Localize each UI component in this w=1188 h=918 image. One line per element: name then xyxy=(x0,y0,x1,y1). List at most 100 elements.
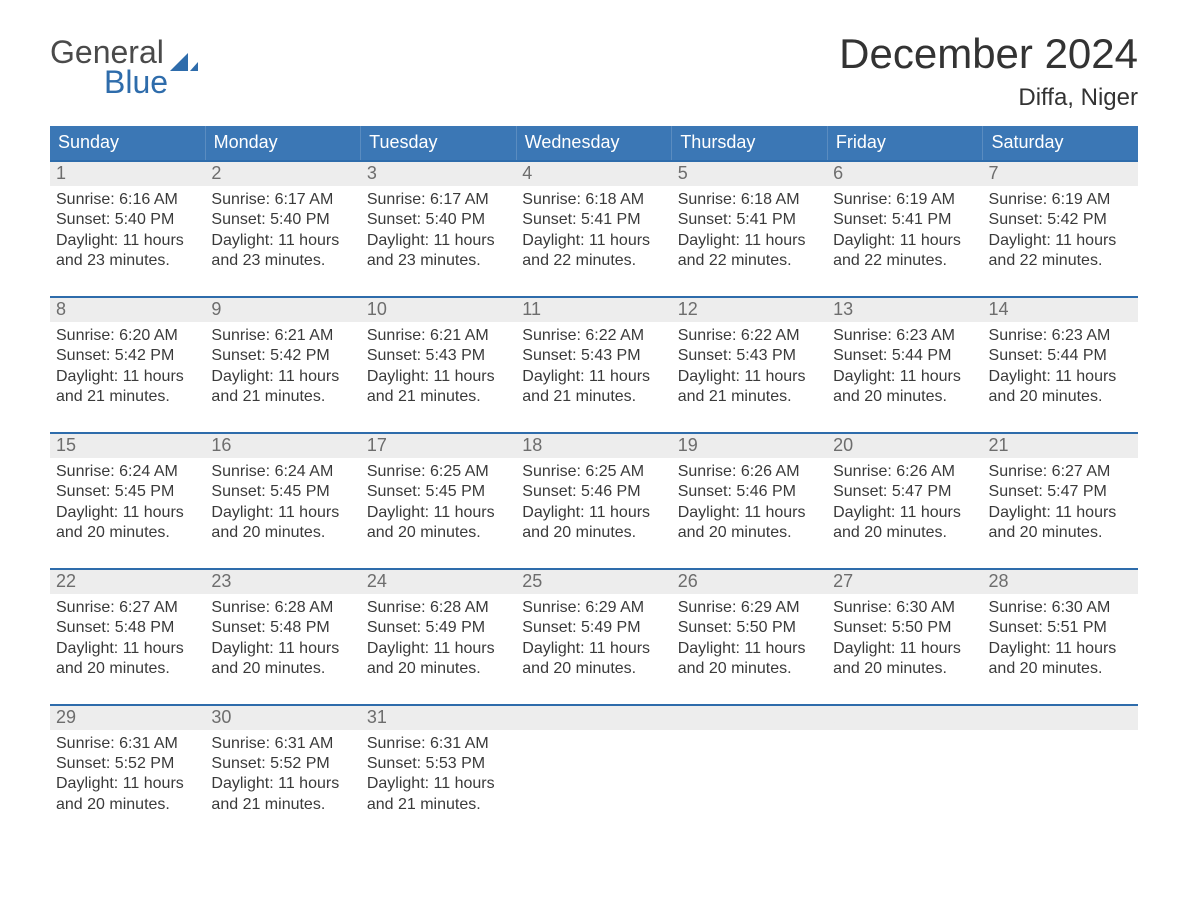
day-cell: 23Sunrise: 6:28 AMSunset: 5:48 PMDayligh… xyxy=(205,570,360,686)
day-sunrise: Sunrise: 6:30 AM xyxy=(989,598,1132,618)
day-day1: Daylight: 11 hours xyxy=(989,231,1132,251)
day-day1: Daylight: 11 hours xyxy=(989,503,1132,523)
day-day2: and 23 minutes. xyxy=(56,251,199,271)
day-day1: Daylight: 11 hours xyxy=(211,639,354,659)
day-body: Sunrise: 6:24 AMSunset: 5:45 PMDaylight:… xyxy=(50,458,205,550)
day-cell: 11Sunrise: 6:22 AMSunset: 5:43 PMDayligh… xyxy=(516,298,671,414)
day-cell: 20Sunrise: 6:26 AMSunset: 5:47 PMDayligh… xyxy=(827,434,982,550)
day-body: Sunrise: 6:31 AMSunset: 5:52 PMDaylight:… xyxy=(205,730,360,822)
day-day2: and 22 minutes. xyxy=(678,251,821,271)
day-cell: 26Sunrise: 6:29 AMSunset: 5:50 PMDayligh… xyxy=(672,570,827,686)
day-sunset: Sunset: 5:44 PM xyxy=(833,346,976,366)
day-cell: 1Sunrise: 6:16 AMSunset: 5:40 PMDaylight… xyxy=(50,162,205,278)
empty-day: . xyxy=(672,706,827,730)
day-cell: 16Sunrise: 6:24 AMSunset: 5:45 PMDayligh… xyxy=(205,434,360,550)
day-body: Sunrise: 6:21 AMSunset: 5:42 PMDaylight:… xyxy=(205,322,360,414)
day-number: 11 xyxy=(516,298,671,322)
day-cell: 19Sunrise: 6:26 AMSunset: 5:46 PMDayligh… xyxy=(672,434,827,550)
day-day1: Daylight: 11 hours xyxy=(678,503,821,523)
day-day2: and 22 minutes. xyxy=(522,251,665,271)
day-day1: Daylight: 11 hours xyxy=(833,367,976,387)
day-day1: Daylight: 11 hours xyxy=(367,774,510,794)
day-day1: Daylight: 11 hours xyxy=(56,503,199,523)
dow-tuesday: Tuesday xyxy=(361,126,517,160)
day-cell: 29Sunrise: 6:31 AMSunset: 5:52 PMDayligh… xyxy=(50,706,205,822)
day-number: 7 xyxy=(983,162,1138,186)
day-day2: and 20 minutes. xyxy=(367,523,510,543)
day-body: Sunrise: 6:31 AMSunset: 5:53 PMDaylight:… xyxy=(361,730,516,822)
day-sunrise: Sunrise: 6:21 AM xyxy=(211,326,354,346)
day-sunset: Sunset: 5:42 PM xyxy=(211,346,354,366)
header: General Blue December 2024 Diffa, Niger xyxy=(50,30,1138,112)
day-day1: Daylight: 11 hours xyxy=(211,503,354,523)
day-day2: and 21 minutes. xyxy=(56,387,199,407)
day-number: 27 xyxy=(827,570,982,594)
day-sunset: Sunset: 5:44 PM xyxy=(989,346,1132,366)
day-day2: and 21 minutes. xyxy=(522,387,665,407)
day-number: 8 xyxy=(50,298,205,322)
dow-thursday: Thursday xyxy=(672,126,828,160)
weeks-container: 1Sunrise: 6:16 AMSunset: 5:40 PMDaylight… xyxy=(50,160,1138,821)
day-sunrise: Sunrise: 6:31 AM xyxy=(211,734,354,754)
logo-triangle-icon xyxy=(170,44,198,62)
day-sunset: Sunset: 5:40 PM xyxy=(211,210,354,230)
day-sunrise: Sunrise: 6:24 AM xyxy=(56,462,199,482)
day-sunset: Sunset: 5:47 PM xyxy=(989,482,1132,502)
day-cell: 4Sunrise: 6:18 AMSunset: 5:41 PMDaylight… xyxy=(516,162,671,278)
logo-word2: Blue xyxy=(104,66,168,100)
day-day1: Daylight: 11 hours xyxy=(522,231,665,251)
day-sunset: Sunset: 5:49 PM xyxy=(367,618,510,638)
day-sunrise: Sunrise: 6:30 AM xyxy=(833,598,976,618)
day-day1: Daylight: 11 hours xyxy=(989,367,1132,387)
day-body: Sunrise: 6:29 AMSunset: 5:50 PMDaylight:… xyxy=(672,594,827,686)
day-day2: and 21 minutes. xyxy=(678,387,821,407)
week-row: 15Sunrise: 6:24 AMSunset: 5:45 PMDayligh… xyxy=(50,432,1138,550)
day-sunset: Sunset: 5:40 PM xyxy=(367,210,510,230)
day-number: 31 xyxy=(361,706,516,730)
day-day2: and 21 minutes. xyxy=(367,795,510,815)
day-cell: 6Sunrise: 6:19 AMSunset: 5:41 PMDaylight… xyxy=(827,162,982,278)
day-day1: Daylight: 11 hours xyxy=(56,774,199,794)
day-body: Sunrise: 6:17 AMSunset: 5:40 PMDaylight:… xyxy=(205,186,360,278)
day-day1: Daylight: 11 hours xyxy=(989,639,1132,659)
day-sunrise: Sunrise: 6:25 AM xyxy=(367,462,510,482)
day-sunset: Sunset: 5:42 PM xyxy=(989,210,1132,230)
day-cell: 18Sunrise: 6:25 AMSunset: 5:46 PMDayligh… xyxy=(516,434,671,550)
day-body: Sunrise: 6:27 AMSunset: 5:47 PMDaylight:… xyxy=(983,458,1138,550)
day-day1: Daylight: 11 hours xyxy=(367,367,510,387)
day-number: 10 xyxy=(361,298,516,322)
day-sunset: Sunset: 5:52 PM xyxy=(211,754,354,774)
day-day2: and 20 minutes. xyxy=(833,659,976,679)
day-body: Sunrise: 6:31 AMSunset: 5:52 PMDaylight:… xyxy=(50,730,205,822)
day-number: 20 xyxy=(827,434,982,458)
day-cell: . xyxy=(672,706,827,822)
day-day2: and 20 minutes. xyxy=(678,659,821,679)
day-sunrise: Sunrise: 6:28 AM xyxy=(367,598,510,618)
day-cell: . xyxy=(516,706,671,822)
week-row: 1Sunrise: 6:16 AMSunset: 5:40 PMDaylight… xyxy=(50,160,1138,278)
day-day1: Daylight: 11 hours xyxy=(211,367,354,387)
day-body: Sunrise: 6:23 AMSunset: 5:44 PMDaylight:… xyxy=(827,322,982,414)
day-cell: 28Sunrise: 6:30 AMSunset: 5:51 PMDayligh… xyxy=(983,570,1138,686)
day-cell: 10Sunrise: 6:21 AMSunset: 5:43 PMDayligh… xyxy=(361,298,516,414)
empty-day: . xyxy=(983,706,1138,730)
title-block: December 2024 Diffa, Niger xyxy=(839,30,1138,112)
day-body: Sunrise: 6:18 AMSunset: 5:41 PMDaylight:… xyxy=(516,186,671,278)
day-day2: and 20 minutes. xyxy=(56,523,199,543)
day-day2: and 20 minutes. xyxy=(522,523,665,543)
day-sunrise: Sunrise: 6:19 AM xyxy=(833,190,976,210)
day-day2: and 20 minutes. xyxy=(211,659,354,679)
day-number: 29 xyxy=(50,706,205,730)
day-sunrise: Sunrise: 6:31 AM xyxy=(367,734,510,754)
day-number: 26 xyxy=(672,570,827,594)
day-body: Sunrise: 6:24 AMSunset: 5:45 PMDaylight:… xyxy=(205,458,360,550)
day-sunrise: Sunrise: 6:29 AM xyxy=(678,598,821,618)
day-sunset: Sunset: 5:48 PM xyxy=(56,618,199,638)
day-day2: and 20 minutes. xyxy=(367,659,510,679)
day-number: 12 xyxy=(672,298,827,322)
day-number: 1 xyxy=(50,162,205,186)
day-day2: and 20 minutes. xyxy=(56,795,199,815)
day-body: Sunrise: 6:20 AMSunset: 5:42 PMDaylight:… xyxy=(50,322,205,414)
day-day2: and 20 minutes. xyxy=(989,659,1132,679)
day-sunrise: Sunrise: 6:27 AM xyxy=(989,462,1132,482)
